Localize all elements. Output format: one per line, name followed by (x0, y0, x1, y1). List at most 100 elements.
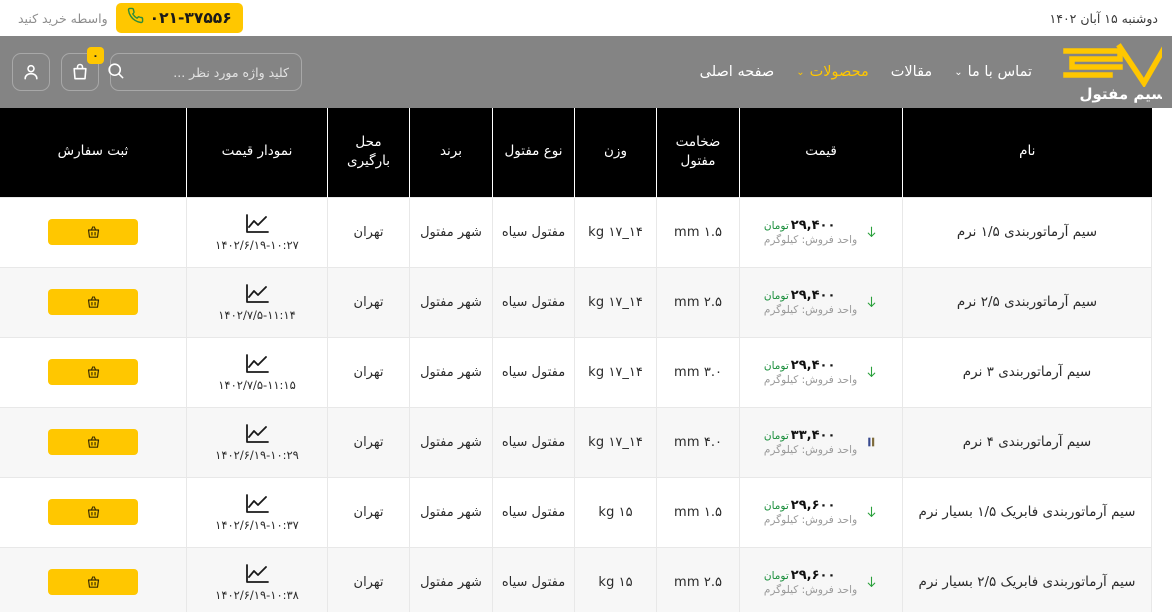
price-chart-link[interactable]: ۱۴۰۲/۶/۱۹-۱۰:۳۸ (193, 563, 321, 602)
main-navigation: تماس با ما ⌄ مقالات محصولات ⌄ صفحه اصلی (700, 64, 1032, 80)
basket-icon (87, 435, 99, 448)
table-row[interactable]: سیم آرماتوربندی ۱/۵ نرم تومان ۲۹,۴۰۰ واح… (0, 196, 1152, 268)
cell-product-name[interactable]: سیم آرماتوربندی فابریک ۱/۵ بسیار نرم (902, 476, 1152, 548)
price-chart-link[interactable]: ۱۴۰۲/۷/۵-۱۱:۱۵ (193, 353, 321, 392)
wire-type-value: مفتول سیاه (501, 224, 566, 240)
table-row[interactable]: سیم آرماتوربندی فابریک ۱/۵ بسیار نرم توم… (0, 476, 1152, 548)
price-chart-date: ۱۴۰۲/۶/۱۹-۱۰:۳۸ (215, 587, 299, 602)
cell-weight: ۱۴_۱۷ kg (574, 406, 657, 478)
price-unit-label: واحد فروش: کیلوگرم (763, 584, 858, 596)
account-button[interactable] (12, 53, 50, 91)
cell-wire-type: مفتول سیاه (492, 196, 575, 268)
wire-type-value: مفتول سیاه (501, 364, 566, 380)
cell-product-name[interactable]: سیم آرماتوربندی ۱/۵ نرم (902, 196, 1152, 268)
table-head: نام قیمت ضخامت مفتول وزن نوع مفتول برند … (0, 108, 1152, 197)
price-value-row: تومان ۳۳,۴۰۰ (764, 428, 836, 443)
header-brand[interactable]: برند (409, 108, 493, 197)
add-to-cart-button[interactable] (48, 569, 138, 595)
price-trend-indicator (864, 504, 878, 520)
cell-price-chart[interactable]: ۱۴۰۲/۶/۱۹-۱۰:۲۷ (186, 196, 328, 268)
add-to-cart-button[interactable] (48, 289, 138, 315)
search-icon[interactable] (106, 61, 125, 84)
basket-icon (87, 505, 99, 518)
price-chart-date: ۱۴۰۲/۶/۱۹-۱۰:۲۷ (215, 237, 299, 252)
cell-product-name[interactable]: سیم آرماتوربندی ۴ نرم (902, 406, 1152, 478)
cell-order[interactable] (0, 266, 187, 338)
cell-product-name[interactable]: سیم آرماتوربندی ۲/۵ نرم (902, 266, 1152, 338)
cell-order[interactable] (0, 406, 187, 478)
basket-icon (87, 365, 99, 378)
cell-product-name[interactable]: سیم آرماتوربندی فابریک ۲/۵ بسیار نرم (902, 546, 1152, 612)
cell-order[interactable] (0, 196, 187, 268)
cell-wire-type: مفتول سیاه (492, 266, 575, 338)
cell-order[interactable] (0, 476, 187, 548)
header-loading-place[interactable]: محل بارگیری (327, 108, 410, 197)
cell-brand: شهر مفتول (409, 336, 493, 408)
table-row[interactable]: سیم آرماتوربندی ۴ نرم تومان ۳۳,۴۰۰ واحد … (0, 406, 1152, 478)
header-order[interactable]: ثبت سفارش (0, 108, 187, 197)
nav-item-articles-label: مقالات (890, 64, 933, 80)
search-input[interactable] (133, 64, 289, 80)
cell-order[interactable] (0, 336, 187, 408)
search-box[interactable] (108, 53, 302, 91)
line-chart-icon (246, 423, 269, 443)
brand-value: شهر مفتول (420, 504, 482, 520)
add-to-cart-button[interactable] (48, 429, 138, 455)
top-bar-contact: واسطه خرید کنید ۰۲۱-۳۷۵۵۶ (18, 3, 243, 33)
cell-thickness: ۱.۵ mm (656, 476, 740, 548)
price-chart-link[interactable]: ۱۴۰۲/۶/۱۹-۱۰:۲۷ (193, 213, 321, 252)
cell-loading-place: تهران (327, 266, 410, 338)
top-bar: دوشنبه ۱۵ آبان ۱۴۰۲ واسطه خرید کنید ۰۲۱-… (0, 0, 1172, 36)
price-amount: ۲۹,۴۰۰ (790, 218, 836, 233)
logo-subtitle: سیم مفتول (1079, 85, 1162, 103)
add-to-cart-button[interactable] (48, 499, 138, 525)
site-logo[interactable]: سیم مفتول (1042, 36, 1162, 108)
cell-weight: ۱۵ kg (574, 476, 657, 548)
price-trend-indicator (864, 224, 878, 240)
header-thickness[interactable]: ضخامت مفتول (656, 108, 740, 197)
table-row[interactable]: سیم آرماتوربندی ۳ نرم تومان ۲۹,۴۰۰ واحد … (0, 336, 1152, 408)
brand-value: شهر مفتول (420, 224, 482, 240)
basket-icon (87, 295, 99, 308)
price-currency: تومان (763, 360, 789, 372)
cell-product-name[interactable]: سیم آرماتوربندی ۳ نرم (902, 336, 1152, 408)
cell-loading-place: تهران (327, 336, 410, 408)
header-weight[interactable]: وزن (574, 108, 657, 197)
header-price-chart[interactable]: نمودار قیمت (186, 108, 328, 197)
add-to-cart-button[interactable] (48, 219, 138, 245)
price-chart-link[interactable]: ۱۴۰۲/۷/۵-۱۱:۱۴ (193, 283, 321, 322)
cart-count-badge: ۰ (87, 47, 104, 64)
nav-item-contact-label: تماس با ما (967, 64, 1032, 80)
cell-price-chart[interactable]: ۱۴۰۲/۶/۱۹-۱۰:۳۷ (186, 476, 328, 548)
price-chart-link[interactable]: ۱۴۰۲/۶/۱۹-۱۰:۳۷ (193, 493, 321, 532)
site-header: سیم مفتول تماس با ما ⌄ مقالات محصولات ⌄ … (0, 36, 1172, 108)
phone-call-button[interactable]: ۰۲۱-۳۷۵۵۶ (115, 3, 243, 33)
price-value-row: تومان ۲۹,۶۰۰ (764, 498, 836, 513)
line-chart-icon (246, 353, 269, 373)
nav-item-products[interactable]: محصولات ⌄ (796, 64, 869, 80)
cell-price-chart[interactable]: ۱۴۰۲/۶/۱۹-۱۰:۲۹ (186, 406, 328, 478)
nav-item-home[interactable]: صفحه اصلی (700, 64, 775, 80)
cart-button[interactable]: ۰ (61, 47, 104, 91)
cell-order[interactable] (0, 546, 187, 612)
cell-price-chart[interactable]: ۱۴۰۲/۷/۵-۱۱:۱۴ (186, 266, 328, 338)
table-row[interactable]: سیم آرماتوربندی فابریک ۲/۵ بسیار نرم توم… (0, 546, 1152, 612)
cell-thickness: ۲.۵ mm (656, 266, 740, 338)
price-currency: تومان (763, 570, 789, 582)
wire-type-value: مفتول سیاه (501, 294, 566, 310)
nav-item-home-label: صفحه اصلی (699, 64, 775, 80)
header-name[interactable]: نام (902, 108, 1152, 197)
nav-item-articles[interactable]: مقالات (891, 64, 932, 80)
table-row[interactable]: سیم آرماتوربندی ۲/۵ نرم تومان ۲۹,۴۰۰ واح… (0, 266, 1152, 338)
price-currency: تومان (763, 290, 789, 302)
cell-price-chart[interactable]: ۱۴۰۲/۷/۵-۱۱:۱۵ (186, 336, 328, 408)
cell-price-chart[interactable]: ۱۴۰۲/۶/۱۹-۱۰:۳۸ (186, 546, 328, 612)
phone-icon (127, 7, 144, 28)
add-to-cart-button[interactable] (48, 359, 138, 385)
price-chart-link[interactable]: ۱۴۰۲/۶/۱۹-۱۰:۲۹ (193, 423, 321, 462)
nav-item-contact[interactable]: تماس با ما ⌄ (954, 64, 1032, 80)
line-chart-icon (246, 213, 269, 233)
header-wire-type[interactable]: نوع مفتول (492, 108, 575, 197)
header-price[interactable]: قیمت (739, 108, 903, 197)
phone-number: ۰۲۱-۳۷۵۵۶ (149, 8, 232, 27)
